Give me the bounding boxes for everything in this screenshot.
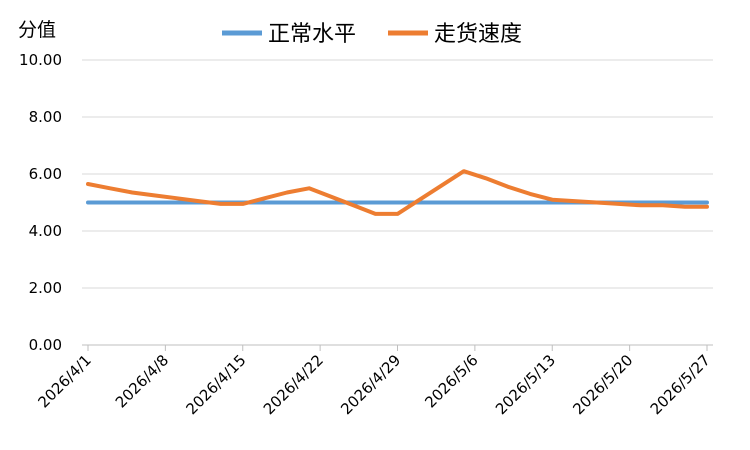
y-tick-label: 0.00 xyxy=(29,336,62,354)
x-tick-label: 2026/4/1 xyxy=(34,351,94,411)
y-tick-label: 6.00 xyxy=(29,165,62,183)
y-axis-ticks: 0.00 2.00 4.00 6.00 8.00 10.00 xyxy=(19,51,62,354)
legend: 正常水平 走货速度 xyxy=(222,22,522,47)
series-lines xyxy=(86,169,709,216)
y-tick-label: 10.00 xyxy=(19,51,62,69)
legend-label-speed: 走货速度 xyxy=(434,22,522,47)
legend-label-normal: 正常水平 xyxy=(268,22,356,47)
x-tick-label: 2026/5/27 xyxy=(647,351,714,418)
x-tick-label: 2026/4/8 xyxy=(112,351,172,411)
x-tick-label: 2026/4/29 xyxy=(337,351,404,418)
y-tick-label: 8.00 xyxy=(29,108,62,126)
x-tick-label: 2026/4/22 xyxy=(260,351,327,418)
x-axis: 2026/4/1 2026/4/8 2026/4/15 2026/4/22 2026/4… xyxy=(34,344,714,418)
x-tick-label: 2026/4/15 xyxy=(182,351,249,418)
x-tick-label: 2026/5/6 xyxy=(421,351,481,411)
y-tick-label: 2.00 xyxy=(29,279,62,297)
x-tick-label: 2026/5/13 xyxy=(492,351,559,418)
y-tick-label: 4.00 xyxy=(29,222,62,240)
x-tick-label: 2026/5/20 xyxy=(569,351,636,418)
y-axis-title: 分值 xyxy=(18,19,56,41)
series-line-speed xyxy=(86,169,709,216)
